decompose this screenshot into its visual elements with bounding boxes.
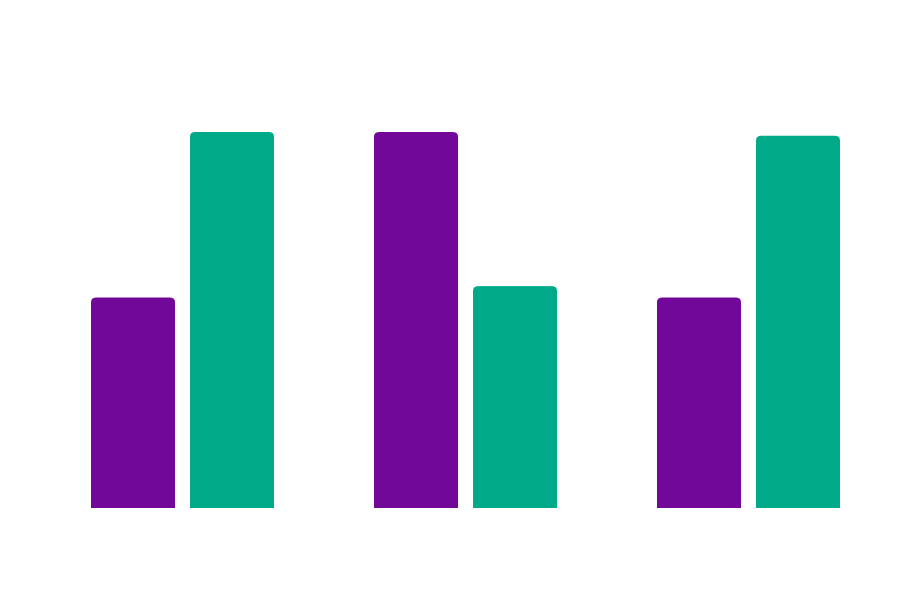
bar-group-2-series-1 [374,132,458,508]
bar-group-3-series-1 [657,297,741,508]
bar-group-1-series-2 [190,132,274,508]
bar-group-1-series-1 [91,297,175,508]
bar-group-2-series-2 [473,286,557,508]
bars-group [91,132,840,508]
bar-group-3-series-2 [756,135,840,508]
